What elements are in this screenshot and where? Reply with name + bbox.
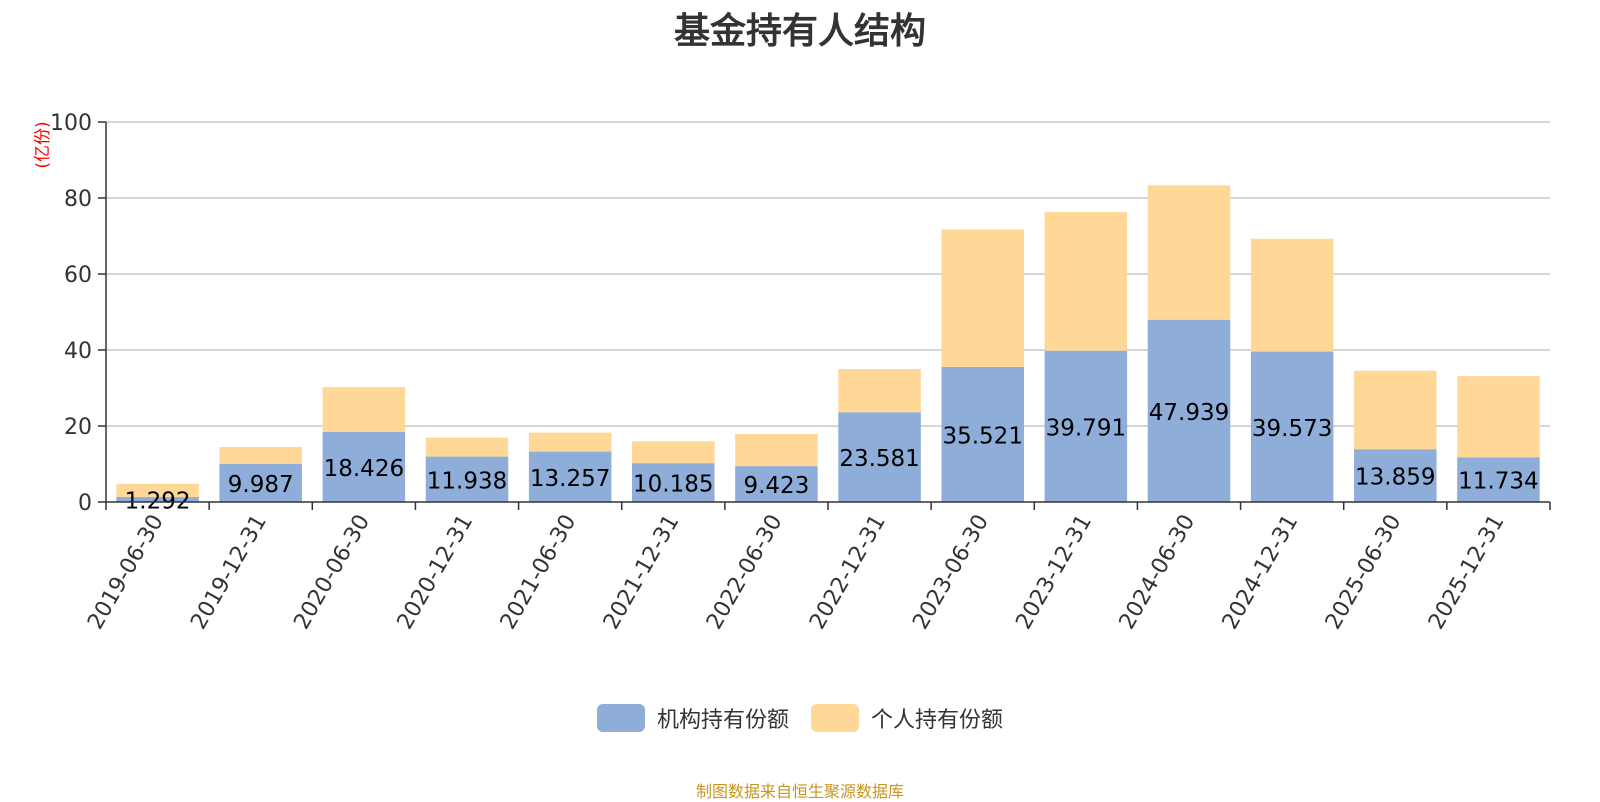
- x-tick-label: 2020-06-30: [289, 511, 375, 634]
- chart-title: 基金持有人结构: [673, 11, 926, 52]
- y-axis-label: (亿份): [33, 121, 53, 168]
- x-tick-label: 2022-12-31: [805, 511, 891, 634]
- x-tick-label: 2022-06-30: [702, 511, 788, 634]
- bar-institutional-2025-12-31[interactable]: [1457, 457, 1540, 502]
- bar-individual-2021-06-30[interactable]: [528, 432, 612, 452]
- legend-label-institutional: 机构持有份额: [656, 708, 789, 733]
- data-label-institutional: 39.791: [1046, 415, 1126, 441]
- bar-institutional-2021-12-31[interactable]: [632, 463, 715, 502]
- x-tick-label: 2021-06-30: [496, 511, 582, 634]
- bar-institutional-2024-12-31[interactable]: [1250, 351, 1334, 502]
- bar-institutional-2021-06-30[interactable]: [528, 451, 612, 502]
- bar-individual-2020-12-31[interactable]: [425, 437, 509, 457]
- data-label-institutional: 11.938: [427, 468, 507, 494]
- source-note: 制图数据来自恒生聚源数据库: [695, 782, 904, 801]
- legend-swatch-individual: [811, 704, 859, 732]
- x-tick-label: 2023-06-30: [908, 511, 994, 634]
- x-tick-label: 2019-12-31: [186, 511, 272, 634]
- bar-individual-2025-12-31[interactable]: [1457, 376, 1540, 458]
- bar-individual-2025-06-30[interactable]: [1354, 370, 1437, 450]
- legend-swatch-institutional: [596, 704, 645, 732]
- data-label-institutional: 47.939: [1149, 400, 1229, 426]
- bar-individual-2021-12-31[interactable]: [632, 441, 715, 464]
- y-tick-label: 40: [64, 339, 92, 364]
- y-tick-label: 60: [64, 263, 92, 288]
- bar-institutional-2024-06-30[interactable]: [1147, 319, 1231, 502]
- x-tick-label: 2023-12-31: [1011, 511, 1097, 634]
- legend-label-individual: 个人持有份额: [871, 708, 1004, 733]
- data-label-institutional: 10.185: [633, 472, 713, 498]
- bar-individual-2019-06-30[interactable]: [116, 483, 199, 498]
- data-label-institutional: 35.521: [942, 424, 1022, 450]
- data-label-institutional: 13.257: [530, 466, 610, 492]
- data-label-institutional: 9.987: [228, 472, 294, 498]
- bar-individual-2023-06-30[interactable]: [941, 229, 1024, 368]
- x-tick-label: 2019-06-30: [83, 511, 169, 634]
- y-tick-label: 20: [64, 415, 92, 440]
- bar-institutional-2022-12-31[interactable]: [838, 412, 921, 502]
- data-label-institutional: 18.426: [324, 456, 404, 482]
- bar-institutional-2019-06-30[interactable]: [116, 497, 199, 502]
- x-tick-label: 2024-06-30: [1115, 511, 1201, 634]
- y-tick-label: 100: [50, 111, 92, 136]
- legend-item-individual[interactable]: 个人持有份额: [811, 702, 1003, 734]
- bar-institutional-2019-12-31[interactable]: [219, 464, 302, 502]
- bar-institutional-2025-06-30[interactable]: [1354, 449, 1437, 502]
- bar-institutional-2023-12-31[interactable]: [1044, 350, 1128, 502]
- bar-individual-2024-06-30[interactable]: [1147, 185, 1231, 320]
- x-tick-label: 2020-12-31: [393, 511, 479, 634]
- x-tick-label: 2024-12-31: [1218, 511, 1304, 634]
- y-tick-label: 0: [78, 491, 92, 516]
- data-label-institutional: 39.573: [1252, 416, 1332, 442]
- legend: 机构持有份额 个人持有份额: [0, 702, 1600, 734]
- bar-institutional-2020-12-31[interactable]: [425, 456, 509, 502]
- bar-individual-2019-12-31[interactable]: [219, 446, 302, 465]
- data-label-institutional: 13.859: [1355, 465, 1435, 491]
- bar-institutional-2020-06-30[interactable]: [322, 431, 406, 502]
- data-label-institutional: 9.423: [743, 473, 809, 499]
- x-tick-label: 2025-12-31: [1424, 511, 1510, 634]
- x-tick-label: 2025-06-30: [1321, 511, 1407, 634]
- bar-institutional-2023-06-30[interactable]: [941, 367, 1024, 502]
- legend-item-institutional[interactable]: 机构持有份额: [596, 702, 789, 734]
- data-label-institutional: 23.581: [839, 446, 919, 472]
- bar-individual-2022-06-30[interactable]: [735, 433, 818, 467]
- bar-individual-2024-12-31[interactable]: [1250, 238, 1334, 352]
- bar-individual-2023-12-31[interactable]: [1044, 212, 1128, 351]
- data-label-institutional: 11.734: [1458, 469, 1538, 495]
- x-tick-label: 2021-12-31: [599, 511, 685, 634]
- bar-individual-2020-06-30[interactable]: [322, 387, 406, 432]
- bar-individual-2022-12-31[interactable]: [838, 369, 921, 413]
- bar-institutional-2022-06-30[interactable]: [735, 466, 818, 502]
- y-tick-label: 80: [64, 187, 92, 212]
